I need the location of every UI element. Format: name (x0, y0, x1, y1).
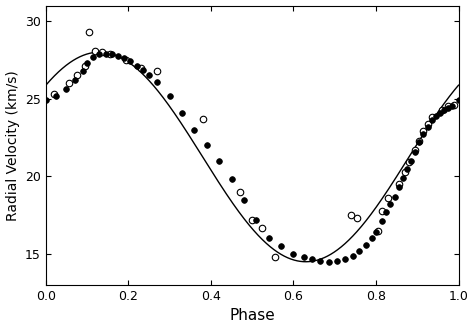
Point (428, 118, 436, 123)
X-axis label: Phase: Phase (229, 309, 275, 323)
Point (424, 121, 431, 126)
Point (108, 52, 116, 57)
Point (333, 258, 340, 264)
Point (440, 107, 448, 112)
Point (436, 110, 444, 115)
Point (432, 113, 439, 118)
Point (228, 177, 235, 182)
Point (300, 254, 308, 260)
Point (85, 29, 93, 35)
Point (166, 93, 173, 98)
Point (374, 228, 382, 233)
Point (395, 182, 402, 187)
Y-axis label: Radial Velocity (km/s): Radial Velocity (km/s) (6, 70, 19, 221)
Point (215, 158, 223, 164)
Point (122, 57, 130, 63)
Point (403, 166, 410, 171)
Point (428, 115, 436, 120)
Point (240, 197, 248, 202)
Point (455, 98, 462, 103)
Point (133, 63, 140, 69)
Point (416, 138, 423, 143)
Point (259, 225, 266, 230)
Point (384, 195, 392, 201)
Point (383, 210, 390, 215)
Point (401, 169, 409, 174)
Point (419, 129, 427, 134)
Point (395, 185, 402, 190)
Point (127, 59, 134, 64)
Point (341, 256, 349, 261)
Point (405, 160, 413, 165)
Point (265, 236, 273, 241)
Point (96, 52, 103, 57)
Point (120, 56, 128, 61)
Point (277, 243, 285, 249)
Point (114, 53, 122, 59)
Point (407, 158, 415, 164)
Point (236, 189, 244, 194)
Point (102, 51, 109, 56)
Point (83, 60, 91, 65)
Point (248, 217, 256, 222)
Point (90, 54, 97, 60)
Point (139, 67, 146, 73)
Point (372, 230, 380, 235)
Point (253, 217, 260, 222)
Point (391, 194, 398, 199)
Point (50, 91, 58, 97)
Point (368, 236, 375, 241)
Point (308, 257, 316, 262)
Point (52, 93, 60, 98)
Point (154, 79, 161, 84)
Point (451, 102, 458, 108)
Point (411, 149, 419, 154)
Point (191, 127, 198, 132)
Point (199, 116, 207, 121)
Point (445, 104, 452, 109)
Point (290, 251, 297, 257)
Point (399, 175, 407, 181)
Point (81, 63, 89, 69)
Point (416, 139, 423, 145)
Point (445, 105, 452, 111)
Point (42, 98, 50, 103)
Point (63, 87, 70, 92)
Point (145, 73, 153, 78)
Point (154, 68, 161, 73)
Point (325, 259, 332, 265)
Point (349, 253, 357, 258)
Point (424, 124, 431, 129)
Point (91, 48, 99, 53)
Point (73, 73, 81, 78)
Point (347, 213, 355, 218)
Point (438, 107, 446, 112)
Point (137, 65, 145, 70)
Point (65, 81, 73, 86)
Point (79, 68, 87, 73)
Point (356, 248, 363, 254)
Point (378, 219, 386, 224)
Point (387, 202, 394, 207)
Point (317, 258, 324, 264)
Point (71, 77, 79, 83)
Point (203, 143, 210, 148)
Point (106, 52, 114, 57)
Point (271, 254, 279, 260)
Point (98, 49, 105, 55)
Point (178, 110, 186, 115)
Point (419, 132, 427, 137)
Point (448, 104, 456, 109)
Point (362, 242, 369, 247)
Point (411, 147, 419, 153)
Point (354, 215, 361, 221)
Point (378, 208, 386, 213)
